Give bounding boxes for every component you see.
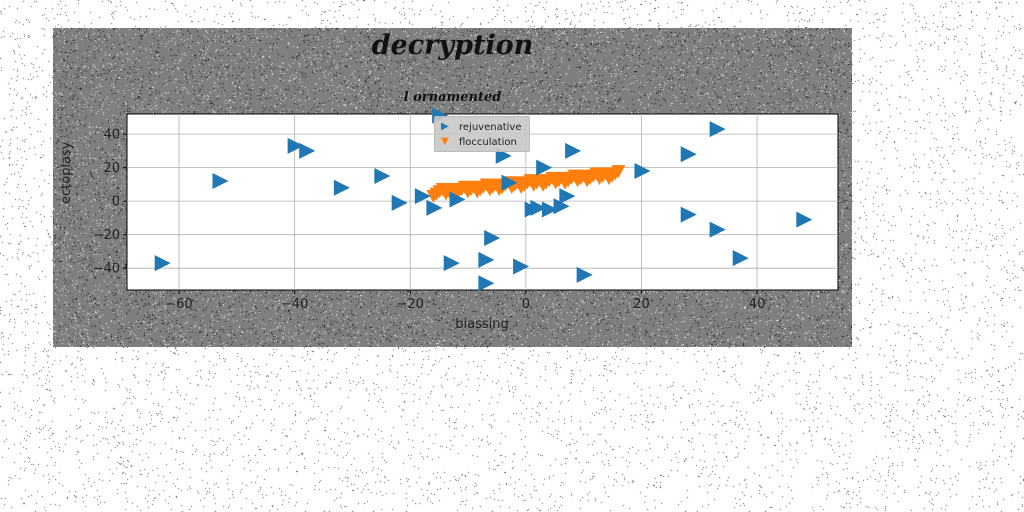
rejuvenative-point — [565, 142, 582, 159]
x-axis-label: biassing — [455, 317, 509, 332]
rejuvenative-point — [299, 142, 316, 159]
flocculation-point — [611, 165, 626, 179]
rejuvenative-point — [333, 179, 350, 196]
x-tick-label: 20 — [633, 297, 650, 312]
legend: ▶ rejuvenative ▼ flocculation — [434, 116, 530, 152]
rejuvenative-point — [680, 206, 697, 223]
rejuvenative-point — [513, 258, 530, 275]
rejuvenative-point — [374, 168, 391, 185]
y-axis-label: ectoplasy — [59, 141, 74, 205]
legend-label: rejuvenative — [459, 121, 522, 133]
rejuvenative-point — [576, 266, 593, 283]
rejuvenative-point — [634, 162, 651, 179]
chart-title: l ornamented — [403, 90, 502, 105]
triangle-down-icon: ▼ — [441, 136, 449, 147]
x-tick-label: 0 — [522, 297, 530, 312]
rejuvenative-point — [501, 174, 518, 191]
y-tick-label: −40 — [93, 262, 120, 277]
legend-item-rejuvenative: ▶ rejuvenative — [441, 120, 521, 134]
rejuvenative-point — [709, 121, 726, 138]
rejuvenative-point — [530, 199, 547, 216]
x-tick-label: 40 — [749, 297, 766, 312]
y-tick-label: 0 — [112, 195, 120, 210]
rejuvenative-point — [796, 211, 813, 228]
figure-title: decryption — [371, 30, 534, 61]
y-tick-label: 40 — [103, 128, 120, 143]
x-tick-label: −60 — [165, 297, 192, 312]
rejuvenative-point — [553, 198, 570, 215]
figure-panel: decryption l ornamented −60 −40 −20 0 20 40 40… — [53, 28, 852, 347]
scatter-plot: −60 −40 −20 0 20 40 40 20 0 −20 −40 — [93, 107, 839, 312]
rejuvenative-point — [478, 251, 495, 268]
rejuvenative-point — [426, 199, 443, 216]
triangle-right-icon: ▶ — [441, 121, 449, 132]
rejuvenative-point — [541, 201, 558, 218]
y-tick-label: 20 — [103, 161, 120, 176]
rejuvenative-point — [212, 173, 229, 190]
x-tick-label: −40 — [281, 297, 308, 312]
rejuvenative-point — [709, 221, 726, 238]
rejuvenative-point — [478, 275, 495, 292]
rejuvenative-point — [443, 255, 460, 272]
rejuvenative-point — [287, 137, 304, 154]
legend-item-flocculation: ▼ flocculation — [441, 135, 517, 149]
y-tick-label: −20 — [93, 228, 120, 243]
legend-label: flocculation — [459, 136, 517, 148]
rejuvenative-point — [391, 194, 408, 211]
rejuvenative-point — [559, 188, 576, 205]
rejuvenative-point — [732, 250, 749, 267]
rejuvenative-point — [449, 191, 466, 208]
rejuvenative-point — [680, 146, 697, 163]
rejuvenative-point — [154, 255, 171, 272]
x-tick-label: −20 — [397, 297, 424, 312]
rejuvenative-point — [414, 188, 431, 205]
rejuvenative-point — [484, 230, 501, 247]
rejuvenative-point — [536, 159, 553, 176]
